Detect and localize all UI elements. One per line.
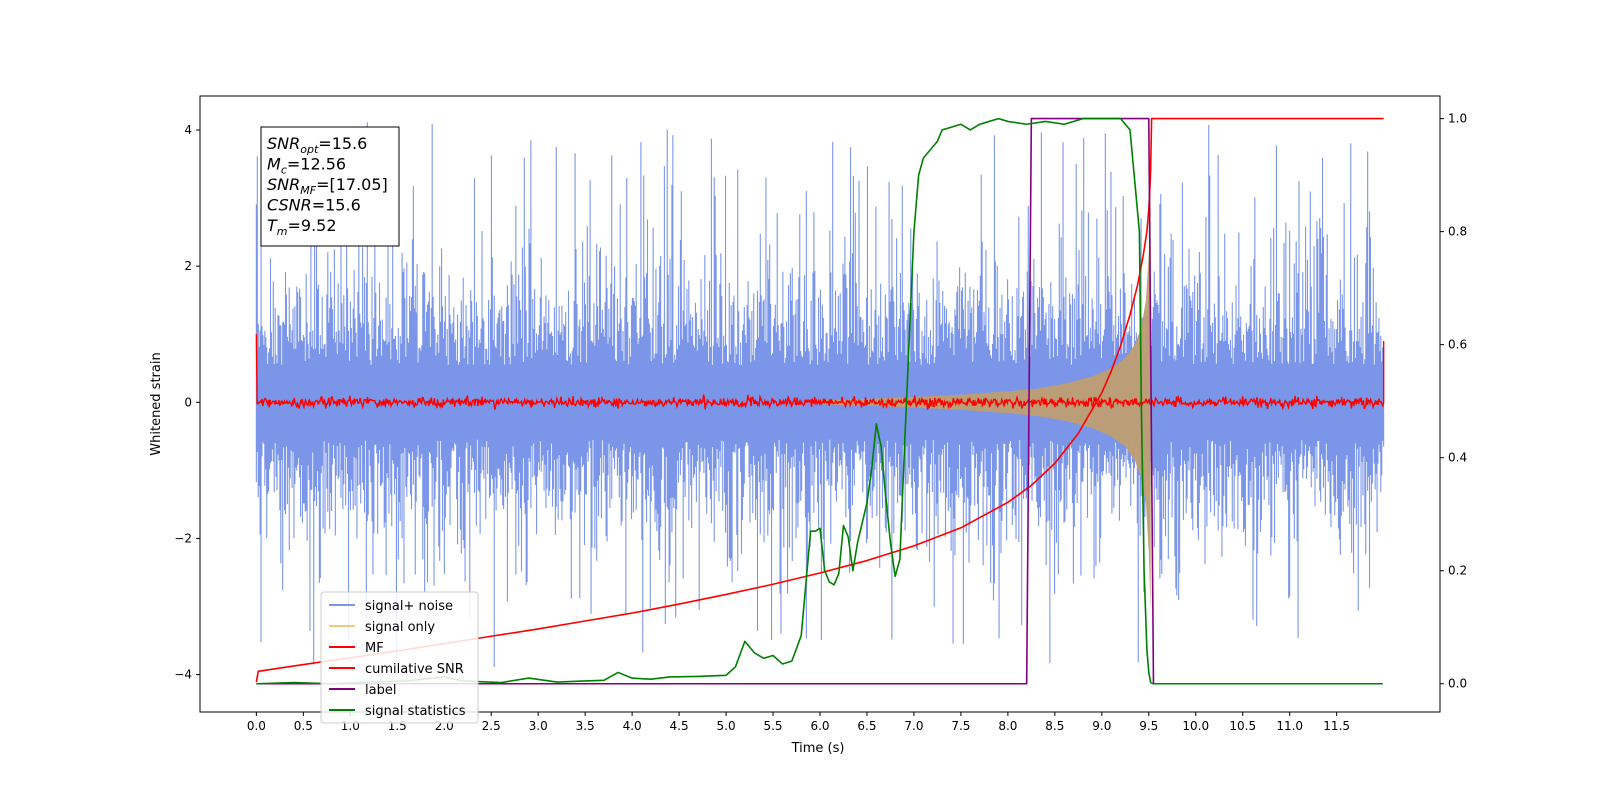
x-tick-label: 7.0 (904, 719, 923, 733)
legend-label-label: label (365, 683, 396, 698)
series-signal-statistics (256, 117, 1383, 685)
x-tick-label: 2.5 (482, 719, 501, 733)
y-axis-right: 0.0 0.2 0.4 0.6 0.8 1.0 (1440, 112, 1467, 691)
x-tick-label: 7.5 (951, 719, 970, 733)
x-tick-label: 11.0 (1276, 719, 1303, 733)
y2-tick-label: 0.0 (1448, 677, 1467, 691)
y2-tick-label: 0.2 (1448, 564, 1467, 578)
series-layer (255, 117, 1385, 685)
info-box-frame (260, 126, 400, 247)
info-line: SNRMF=[17.05] (267, 175, 388, 197)
legend-label-signal-statistics: signal statistics (365, 704, 466, 719)
y-tick-label: −4 (174, 668, 192, 682)
x-tick-label: 6.5 (857, 719, 876, 733)
y-tick-label: 4 (184, 123, 192, 137)
y2-tick-label: 0.6 (1448, 338, 1467, 352)
y2-tick-label: 1.0 (1448, 112, 1467, 126)
x-tick-label: 3.0 (529, 719, 548, 733)
legend-frame (320, 591, 479, 724)
info-line: Tm=9.52 (267, 216, 337, 238)
x-tick-label: 9.0 (1092, 719, 1111, 733)
x-tick-label: 8.0 (998, 719, 1017, 733)
legend-label-mf: MF (365, 641, 384, 656)
legend: signal+ noise signal only MF cumilative SNR… (320, 591, 479, 724)
x-axis: 0.0 0.5 1.0 1.5 2.0 2.5 3.0 3.5 4.0 4.5 5.0 5.5 6.0 6… (247, 712, 1350, 733)
legend-label-signal-noise: signal+ noise (365, 599, 453, 614)
y-tick-label: 2 (184, 259, 192, 273)
x-tick-label: 5.5 (763, 719, 782, 733)
x-tick-label: 0.5 (294, 719, 313, 733)
x-tick-label: 10.5 (1229, 719, 1256, 733)
info-line: CSNR=15.6 (267, 196, 361, 215)
info-line: SNRopt=15.6 (267, 134, 367, 156)
x-tick-label: 11.5 (1323, 719, 1350, 733)
series-mf (255, 334, 1385, 411)
x-tick-label: 5.0 (717, 719, 736, 733)
x-tick-label: 10.0 (1182, 719, 1209, 733)
x-tick-label: 8.5 (1045, 719, 1064, 733)
x-tick-label: 6.0 (810, 719, 829, 733)
info-line: Mc=12.56 (267, 155, 346, 177)
x-tick-label: 9.5 (1139, 719, 1158, 733)
y2-tick-label: 0.4 (1448, 451, 1467, 465)
y-axis-left: −4 −2 0 2 4 (174, 123, 200, 682)
x-axis-label: Time (s) (791, 741, 845, 756)
info-box: SNRopt=15.6Mc=12.56SNRMF=[17.05]CSNR=15.… (260, 126, 400, 247)
y2-tick-label: 0.8 (1448, 225, 1467, 239)
y-axis-label: Whitened strain (149, 352, 164, 455)
y-tick-label: 0 (184, 395, 192, 409)
x-tick-label: 4.5 (670, 719, 689, 733)
x-tick-label: 4.0 (623, 719, 642, 733)
legend-label-cumilative-snr: cumilative SNR (365, 662, 464, 677)
legend-label-signal-only: signal only (365, 620, 435, 635)
x-tick-label: 3.5 (576, 719, 595, 733)
y-tick-label: −2 (174, 531, 192, 545)
x-tick-label: 0.0 (247, 719, 266, 733)
